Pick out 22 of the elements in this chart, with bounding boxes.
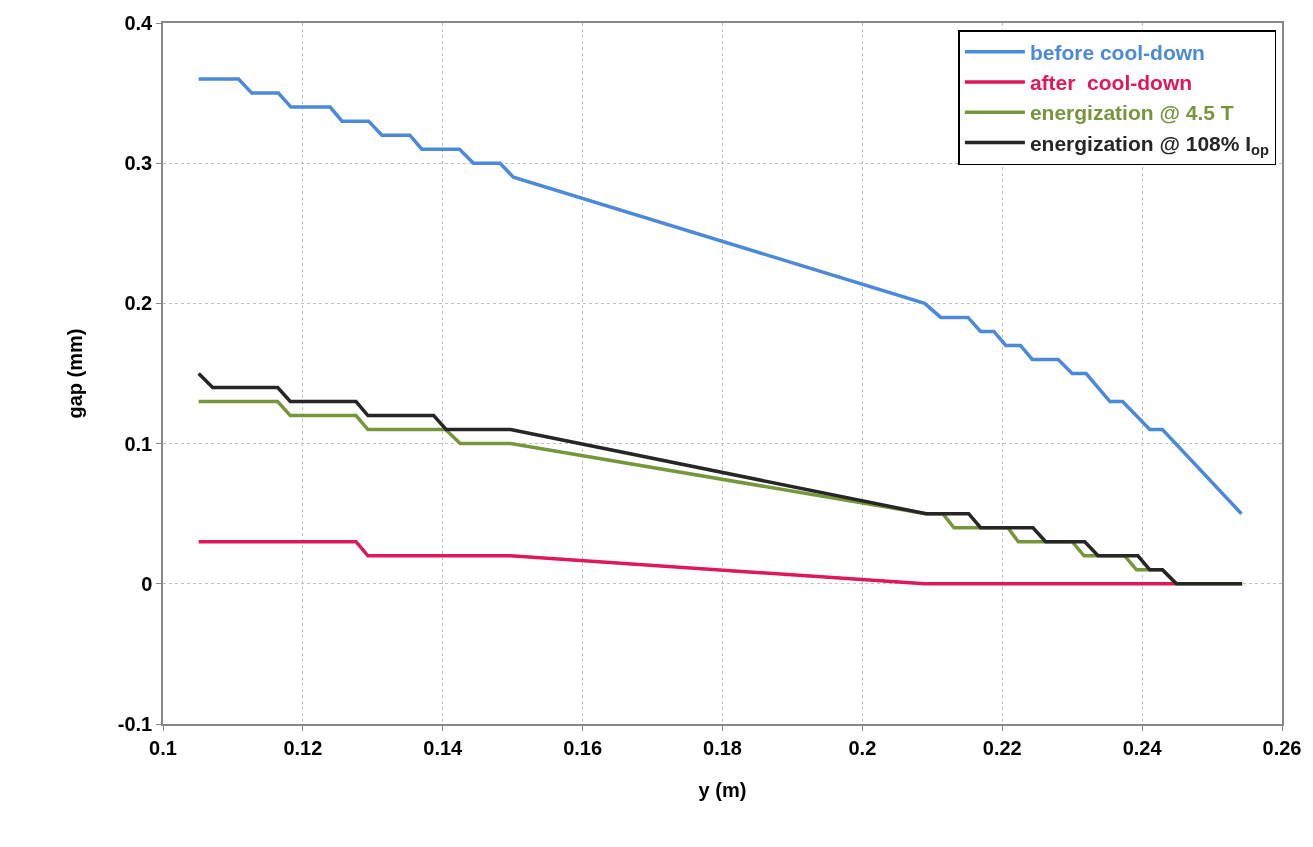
- x-tick-label: 0.12: [283, 736, 323, 759]
- x-tick-label: 0.22: [982, 736, 1022, 759]
- x-tick-label: 0.2: [848, 736, 877, 759]
- x-tick-label: 0.18: [703, 736, 742, 759]
- legend-label: energization @ 4.5 T: [1029, 101, 1234, 125]
- y-tick-label: 0.4: [124, 12, 154, 34]
- y-tick-label: 0.3: [124, 152, 153, 175]
- x-tick-label: 0.24: [1122, 736, 1163, 759]
- x-tick-label: 0.14: [423, 736, 464, 759]
- legend-label: before cool-down: [1029, 40, 1205, 64]
- legend-label: energization @ 108% I$_{op}$: [1029, 131, 1270, 159]
- y-tick-label: 0.2: [124, 292, 153, 315]
- legend-label: after cool-down: [1029, 71, 1193, 95]
- y-tick-label: 0.1: [124, 432, 153, 455]
- x-tick-label: 0.26: [1262, 736, 1302, 759]
- x-tick-label: 0.1: [149, 736, 177, 759]
- y-tick-label: -0.1: [117, 713, 153, 735]
- x-tick-label: 0.16: [563, 736, 603, 759]
- y-tick-label: 0: [141, 572, 153, 595]
- x-axis-title: y (m): [698, 778, 747, 801]
- line-series: [196, 77, 1244, 516]
- y-axis-title: gap (mm): [63, 328, 86, 419]
